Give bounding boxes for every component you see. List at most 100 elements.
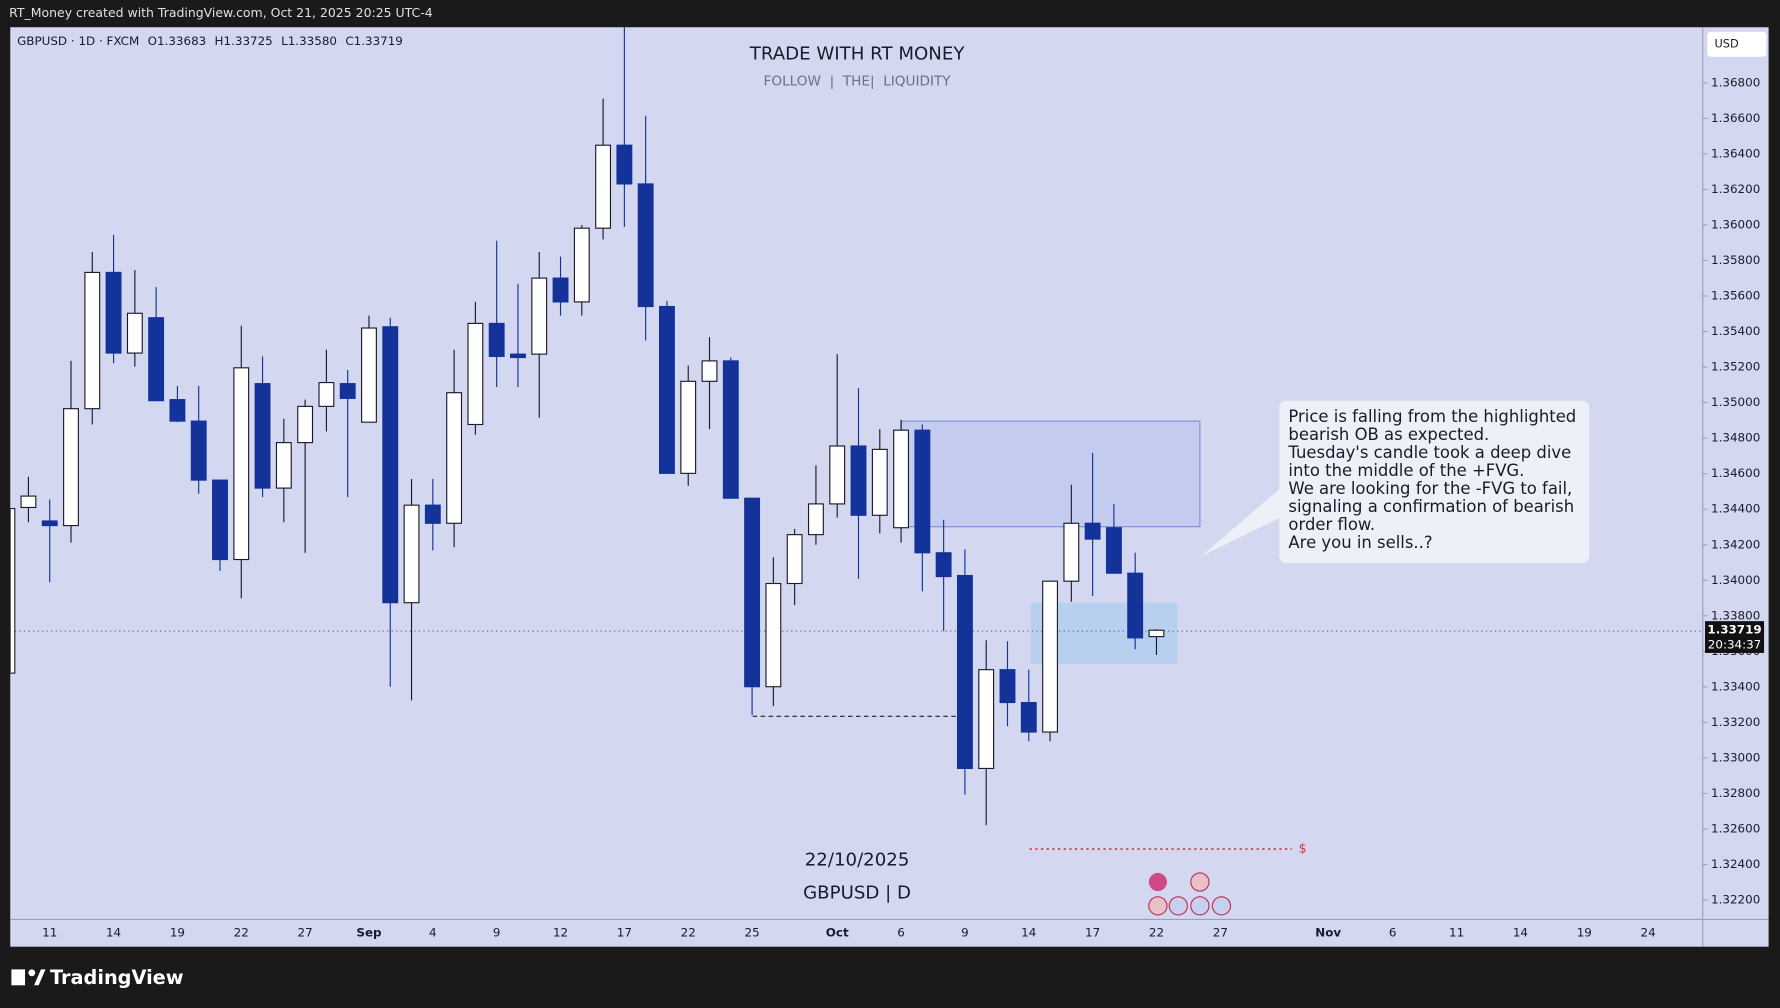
y-tick-label: 1.35200 <box>1711 360 1760 374</box>
candle-body <box>659 305 675 474</box>
x-tick-label: 9 <box>493 926 501 940</box>
candle-body <box>488 322 505 358</box>
candle-body <box>318 381 335 407</box>
x-tick-label: 9 <box>961 926 969 940</box>
event-icon[interactable] <box>1148 872 1167 892</box>
brand: TradingView <box>50 966 184 989</box>
candle-body <box>978 669 995 770</box>
liquidity-marker: $ <box>1299 841 1307 856</box>
candle-body <box>105 271 122 354</box>
candle-body <box>1042 580 1058 733</box>
currency: USD <box>1714 36 1739 50</box>
y-tick-label: 1.34200 <box>1711 537 1760 551</box>
candle-body <box>807 503 824 536</box>
candle-body <box>914 429 931 554</box>
note-line: We are looking for the -FVG to fail, <box>1288 479 1572 498</box>
y-tick-label: 1.36400 <box>1711 146 1760 160</box>
candle-body <box>1148 629 1165 638</box>
event-icon[interactable] <box>1168 896 1188 916</box>
candle-body <box>1084 522 1101 540</box>
x-tick-label: 11 <box>42 926 57 940</box>
event-icon[interactable] <box>1190 896 1210 916</box>
x-tick-label: 14 <box>1513 926 1528 940</box>
candle-body <box>148 317 165 402</box>
chart-subtitle: FOLLOW | THE| LIQUIDITY <box>764 74 952 90</box>
y-tick-label: 1.34600 <box>1711 466 1760 480</box>
note-box <box>1279 400 1590 564</box>
x-tick-label: 17 <box>617 926 632 940</box>
candle-body <box>190 420 207 481</box>
y-tick-label: 1.36800 <box>1711 75 1760 89</box>
note-line: signaling a confirmation of bearish <box>1288 497 1574 516</box>
candle-body <box>744 497 761 688</box>
candles <box>20 27 1165 826</box>
logo-mark <box>28 969 36 977</box>
candle-body <box>361 327 377 423</box>
y-tick-label: 1.33000 <box>1711 750 1760 764</box>
event-icon[interactable] <box>1190 872 1210 892</box>
ohlc-open: O1.33683 <box>148 33 207 47</box>
footer-logo: TradingView <box>11 966 184 989</box>
price-label-box <box>1705 621 1765 653</box>
y-tick-label: 1.33800 <box>1711 608 1760 622</box>
x-tick-label: 24 <box>1641 926 1656 940</box>
date-label: 22/10/2025 <box>805 849 910 870</box>
symbol: GBPUSD · 1D · FXCM <box>17 33 139 47</box>
currency-box[interactable] <box>1707 31 1767 57</box>
y-tick-label: 1.35400 <box>1711 324 1760 338</box>
y-tick-label: 1.32600 <box>1711 822 1760 836</box>
candle-body <box>680 380 697 474</box>
note-pointer <box>1201 476 1295 557</box>
logo-mark <box>11 969 26 986</box>
candle-body <box>850 445 867 516</box>
y-tick-label: 1.34400 <box>1711 502 1760 516</box>
x-tick-label: Sep <box>356 926 381 940</box>
candle-body <box>1105 527 1122 574</box>
x-tick-label: 22 <box>1149 926 1164 940</box>
candle-body <box>871 448 888 516</box>
partial-candle <box>10 507 16 674</box>
ohlc-close: C1.33719 <box>345 33 403 47</box>
note-line: bearish OB as expected. <box>1288 425 1489 444</box>
x-tick-label: 11 <box>1449 926 1464 940</box>
event-icons <box>1148 872 1232 916</box>
ohlc-low: L1.33580 <box>281 33 337 47</box>
x-tick-label: 22 <box>681 926 696 940</box>
candle-body <box>339 383 356 399</box>
y-tick-label: 1.36200 <box>1711 182 1760 196</box>
note-line: into the middle of the +FVG. <box>1288 461 1524 480</box>
candle-body <box>701 360 718 382</box>
event-icon[interactable] <box>1148 896 1168 916</box>
candle-body <box>956 574 973 770</box>
candle-body <box>935 552 952 578</box>
y-tick-label: 1.35800 <box>1711 253 1760 267</box>
candle-body <box>403 504 420 604</box>
note: Price is falling from the highlightedbea… <box>1287 407 1576 552</box>
y-tick-label: 1.33400 <box>1711 679 1760 693</box>
y-tick-label: 1.36600 <box>1711 111 1760 125</box>
candle-body <box>233 367 250 561</box>
candle-body <box>297 405 314 444</box>
candle-body <box>1063 522 1080 582</box>
candle-body <box>786 534 803 585</box>
note-line: order flow. <box>1288 515 1375 534</box>
symbol-info: GBPUSD · 1D · FXCM O1.33683 H1.33725 L1.… <box>17 33 403 47</box>
candle-body <box>893 429 910 529</box>
candle-body <box>595 144 612 229</box>
note-line: Tuesday's candle took a deep dive <box>1287 443 1571 462</box>
candle-body <box>169 399 186 422</box>
plot: 1.32200 1.32400 1.32600 1.32800 1.33000 1.332… <box>20 27 1765 940</box>
y-tick-label: 1.32200 <box>1711 893 1760 907</box>
y-tick-label: 1.35000 <box>1711 395 1760 409</box>
y-tick-label: 1.33200 <box>1711 715 1760 729</box>
y-tick-label: 1.36000 <box>1711 217 1760 231</box>
x-tick-label: Oct <box>826 926 849 940</box>
y-tick-label: 1.32400 <box>1711 857 1760 871</box>
event-icon[interactable] <box>1211 896 1232 916</box>
candle-body <box>616 144 633 185</box>
x-tick-label: 4 <box>429 926 437 940</box>
y-tick-label: 1.32800 <box>1711 786 1760 800</box>
x-tick-label: Nov <box>1315 926 1341 940</box>
